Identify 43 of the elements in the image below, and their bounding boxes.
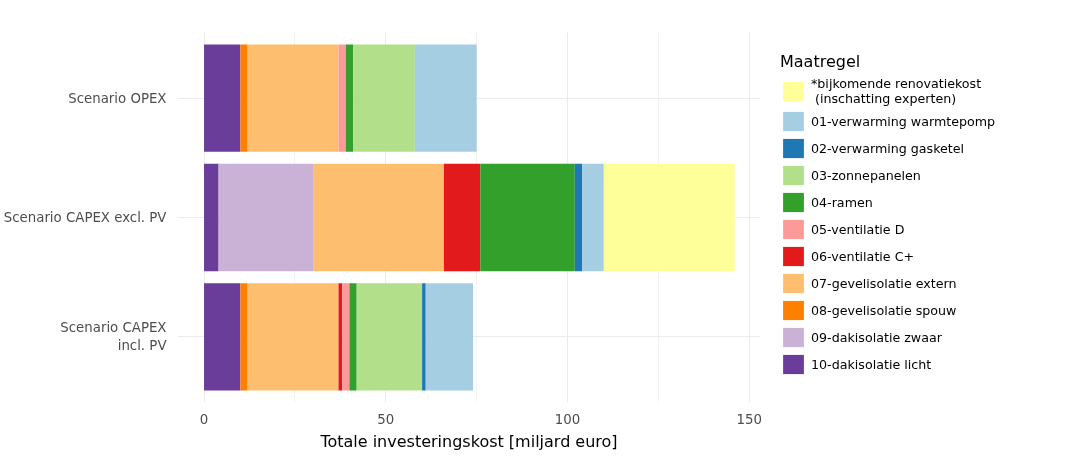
bar [480, 163, 575, 272]
x-tick-label: 50 [377, 411, 395, 427]
bar [425, 283, 473, 391]
legend-label: 07-gevelisolatie extern [811, 274, 957, 293]
bar [240, 44, 248, 152]
y-tick-label: Scenario CAPEX excl. PV [3, 210, 167, 225]
bar [414, 44, 477, 152]
bar [356, 283, 423, 391]
legend-label: *bijkomende renovatiekost (inschatting experten) [811, 76, 982, 106]
x-tick-label: 150 [736, 411, 762, 427]
bar [240, 283, 248, 391]
bar [247, 44, 339, 152]
bar [603, 163, 735, 272]
legend-label: 06-ventilatie C+ [811, 247, 915, 266]
y-tick-label: Scenario OPEX [68, 90, 167, 106]
y-tick-label: Scenario CAPEX incl. PV [60, 320, 167, 354]
bar [218, 163, 314, 272]
bar [574, 163, 583, 272]
bar [247, 283, 339, 391]
bar [443, 163, 481, 272]
bar [353, 44, 415, 152]
legend-label: 02-verwarming gasketel [811, 139, 965, 158]
legend-label: 05-ventilatie D [811, 220, 905, 239]
legend-label: 01-verwarming warmtepomp [811, 112, 996, 131]
bar [313, 163, 444, 272]
bar [345, 44, 354, 152]
bar [204, 163, 219, 272]
legend-label: 09-dakisolatie zwaar [811, 328, 942, 347]
legend-title: Maatregel [780, 52, 862, 71]
bar [204, 283, 241, 391]
bar [204, 44, 241, 152]
x-tick-label: 0 [199, 411, 209, 427]
bar [422, 283, 426, 391]
legend-label: 04-ramen [811, 193, 873, 212]
bar [338, 44, 346, 152]
legend-label: 10-dakisolatie licht [811, 355, 932, 374]
x-axis-title: Totale investeringskost [miljard euro] [319, 431, 618, 451]
legend-label: 03-zonnepanelen [811, 166, 921, 185]
bar [582, 163, 604, 272]
legend-label: 08-gevelisolatie spouw [811, 301, 957, 320]
bar [349, 283, 357, 391]
x-tick-label: 100 [554, 411, 581, 427]
bar [342, 283, 350, 391]
